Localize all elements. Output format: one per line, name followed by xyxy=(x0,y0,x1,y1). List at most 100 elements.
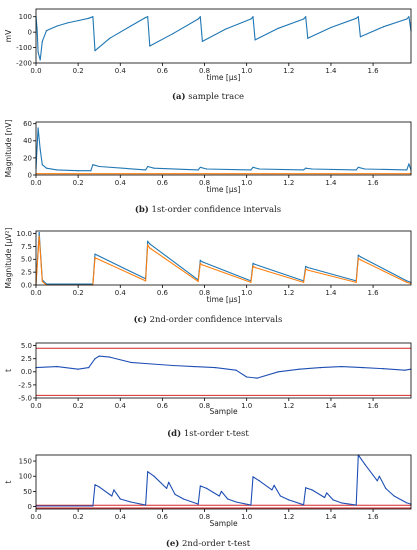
series-line xyxy=(35,127,412,172)
x-tick-label: 1.4 xyxy=(325,289,337,297)
caption-text: 1st-order confidence intervals xyxy=(152,205,282,215)
data-point xyxy=(227,498,229,500)
data-point xyxy=(38,235,40,237)
x-tick-label: 0.0 xyxy=(30,513,41,521)
data-point xyxy=(201,261,204,263)
data-point xyxy=(92,16,94,18)
data-point xyxy=(92,164,94,166)
data-point xyxy=(206,487,208,489)
data-point xyxy=(94,257,96,259)
data-point xyxy=(364,463,366,465)
data-point xyxy=(340,365,343,368)
data-point xyxy=(235,501,237,503)
caption-id: (b) xyxy=(135,204,149,215)
data-point xyxy=(94,253,96,255)
data-point xyxy=(149,243,151,245)
data-point xyxy=(94,50,96,52)
data-point xyxy=(250,169,252,171)
data-point xyxy=(319,367,322,369)
caption: (a) sample trace xyxy=(172,91,244,102)
data-point xyxy=(149,45,151,47)
data-point xyxy=(302,281,305,284)
data-point xyxy=(235,369,237,371)
data-point xyxy=(98,486,100,488)
data-point xyxy=(172,33,174,35)
x-tick-label: 1.2 xyxy=(283,179,294,187)
x-tick-label: 0.6 xyxy=(157,402,169,410)
data-point xyxy=(340,502,343,504)
panel-2nd-order-confidence-intervals: 0.0 0.2 0.4 0.6 0.8 1.0 1.2 1.4 1.6 10.0 7.5 5.0 2.5… xyxy=(4,227,412,325)
data-point xyxy=(199,16,201,18)
y-tick-label: 50 xyxy=(23,488,32,496)
x-tick-label: 0.4 xyxy=(115,289,127,297)
x-tick-label: 1.4 xyxy=(325,179,337,187)
data-point xyxy=(355,17,357,19)
x-tick-label: 0.4 xyxy=(115,402,127,410)
x-tick-label: 1.0 xyxy=(241,402,252,410)
data-point xyxy=(302,504,305,506)
data-point xyxy=(220,490,222,493)
data-point xyxy=(298,368,300,370)
data-point xyxy=(90,170,92,172)
data-point xyxy=(307,269,309,271)
data-point xyxy=(378,475,380,477)
x-tick-label: 0.0 xyxy=(30,67,41,75)
y-tick-label: 0.0 xyxy=(21,281,32,289)
y-tick-label: 2.5 xyxy=(21,355,32,363)
y-tick-label: -200 xyxy=(16,59,32,67)
x-tick-label: 1.0 xyxy=(241,289,252,297)
plot-frame xyxy=(35,121,412,176)
data-point xyxy=(302,18,305,20)
data-point xyxy=(88,17,90,19)
x-tick-label: 0.8 xyxy=(199,67,210,75)
data-point xyxy=(385,487,387,489)
data-point xyxy=(277,371,279,373)
data-point xyxy=(279,495,281,497)
data-point xyxy=(406,280,408,282)
data-point xyxy=(98,355,100,357)
y-axis-label: t xyxy=(4,480,13,483)
data-point xyxy=(355,504,357,506)
x-tick-label: 1.6 xyxy=(368,513,380,521)
data-point xyxy=(130,25,132,27)
x-tick-label: 0.2 xyxy=(73,402,84,410)
data-point xyxy=(355,281,357,284)
x-tick-label: 1.6 xyxy=(368,67,380,75)
x-tick-label: 0.0 xyxy=(30,402,41,410)
y-tick-label: 20 xyxy=(23,154,32,162)
x-tick-label: 1.0 xyxy=(241,67,252,75)
data-point xyxy=(218,495,220,497)
y-axis-label: Magnitude [nV] xyxy=(4,120,13,178)
y-tick-label: -2.5 xyxy=(18,381,32,389)
data-point xyxy=(94,358,96,360)
data-point xyxy=(355,169,357,171)
caption: (d) 1st-order t-test xyxy=(167,428,249,439)
x-tick-label: 1.2 xyxy=(283,513,294,521)
data-point xyxy=(172,364,174,367)
caption-id: (c) xyxy=(134,314,147,325)
series-line xyxy=(35,355,412,379)
data-point xyxy=(77,19,79,22)
data-point xyxy=(45,30,48,32)
data-point xyxy=(254,266,256,269)
y-tick-label: 2.5 xyxy=(21,269,32,277)
data-point xyxy=(36,28,38,30)
y-tick-label: 0 xyxy=(28,171,32,179)
y-axis-label: Magnitude [µV²] xyxy=(4,227,13,288)
panel-sample-trace: 0.0 0.2 0.4 0.6 0.8 1.0 1.2 1.4 1.6 100 0 -100 -200 t… xyxy=(4,8,412,102)
data-point xyxy=(361,367,364,369)
data-point xyxy=(305,265,307,268)
data-point xyxy=(147,244,149,246)
x-tick-label: 0.6 xyxy=(157,67,169,75)
x-tick-label: 1.0 xyxy=(241,513,252,521)
y-tick-label: 60 xyxy=(23,120,32,128)
plot-frame xyxy=(35,8,412,64)
data-point xyxy=(302,169,305,171)
x-axis-label: Sample xyxy=(209,407,238,416)
x-tick-label: 1.6 xyxy=(368,179,380,187)
data-point xyxy=(258,480,260,482)
data-point xyxy=(324,496,326,499)
data-point xyxy=(326,492,328,494)
x-tick-label: 0.2 xyxy=(73,513,84,521)
